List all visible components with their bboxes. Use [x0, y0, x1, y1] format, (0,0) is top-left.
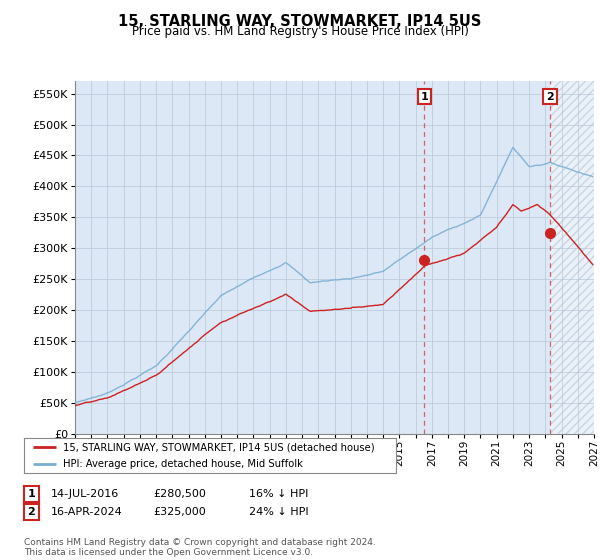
- Bar: [550, 81, 597, 434]
- Text: 24% ↓ HPI: 24% ↓ HPI: [249, 507, 308, 517]
- Text: 16% ↓ HPI: 16% ↓ HPI: [249, 489, 308, 499]
- Bar: [550, 81, 597, 434]
- Text: 15, STARLING WAY, STOWMARKET, IP14 5US: 15, STARLING WAY, STOWMARKET, IP14 5US: [118, 14, 482, 29]
- Text: £325,000: £325,000: [153, 507, 206, 517]
- Text: Price paid vs. HM Land Registry's House Price Index (HPI): Price paid vs. HM Land Registry's House …: [131, 25, 469, 38]
- Text: 16-APR-2024: 16-APR-2024: [51, 507, 123, 517]
- Text: 2: 2: [28, 507, 35, 517]
- Text: 15, STARLING WAY, STOWMARKET, IP14 5US (detached house): 15, STARLING WAY, STOWMARKET, IP14 5US (…: [63, 442, 374, 452]
- Text: 14-JUL-2016: 14-JUL-2016: [51, 489, 119, 499]
- Text: 1: 1: [421, 92, 428, 102]
- Text: Contains HM Land Registry data © Crown copyright and database right 2024.
This d: Contains HM Land Registry data © Crown c…: [24, 538, 376, 557]
- Text: 2: 2: [546, 92, 554, 102]
- Text: HPI: Average price, detached house, Mid Suffolk: HPI: Average price, detached house, Mid …: [63, 459, 303, 469]
- Bar: [550, 81, 597, 434]
- Text: £280,500: £280,500: [153, 489, 206, 499]
- Text: 1: 1: [28, 489, 35, 499]
